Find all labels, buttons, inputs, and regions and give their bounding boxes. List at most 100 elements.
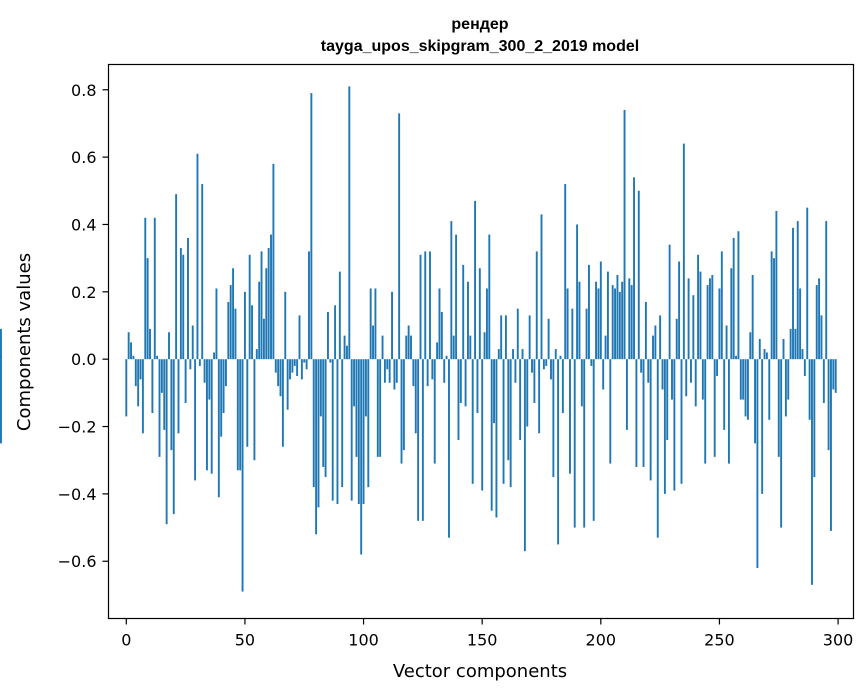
bar <box>241 359 244 592</box>
bar <box>818 278 821 360</box>
bar <box>284 291 287 360</box>
bar <box>685 359 688 397</box>
x-tick-label: 150 <box>467 631 498 650</box>
bar <box>485 288 488 360</box>
bar <box>255 349 258 360</box>
bar <box>732 237 735 360</box>
bar <box>803 359 806 377</box>
bar <box>640 359 643 373</box>
bar <box>346 345 348 360</box>
bar <box>495 359 498 518</box>
bar <box>663 359 666 494</box>
y-tick-label: 0.0 <box>71 350 96 369</box>
bar <box>723 359 726 430</box>
y-tick-label: −0.6 <box>58 552 97 571</box>
bar <box>576 224 579 360</box>
bar <box>355 359 358 457</box>
bar <box>127 332 130 360</box>
bar <box>134 359 137 387</box>
bar <box>649 359 652 481</box>
bar <box>585 308 588 360</box>
bar <box>383 359 386 383</box>
bar <box>175 194 178 360</box>
bar <box>187 237 189 360</box>
bar <box>163 359 166 430</box>
bar <box>467 281 469 360</box>
bar <box>298 315 301 360</box>
bar <box>168 332 170 360</box>
bar <box>258 281 261 360</box>
bar <box>770 251 773 360</box>
bar <box>433 359 436 464</box>
bar <box>566 288 569 360</box>
bar <box>189 359 192 370</box>
y-tick-label: −0.4 <box>58 485 97 504</box>
bar <box>329 359 332 363</box>
bar <box>417 359 420 521</box>
bar <box>457 359 460 441</box>
bar <box>606 271 609 360</box>
bar <box>274 359 277 373</box>
bar <box>550 359 552 380</box>
bar <box>514 359 517 383</box>
bar <box>571 308 574 360</box>
bar <box>590 359 593 366</box>
bar <box>289 359 291 380</box>
bar <box>165 359 168 525</box>
bar <box>792 227 794 360</box>
bar <box>141 359 144 434</box>
bar <box>535 251 538 360</box>
bar <box>322 359 325 467</box>
y-tick-label: 0.4 <box>71 215 96 234</box>
bar <box>421 359 424 521</box>
bar <box>561 359 564 414</box>
bar <box>666 359 669 441</box>
bar <box>151 359 154 414</box>
bar <box>687 278 690 360</box>
bar <box>801 349 804 360</box>
bar <box>595 281 598 360</box>
bar <box>334 305 337 360</box>
bar <box>139 359 142 380</box>
bar <box>402 359 405 451</box>
bar <box>414 359 417 434</box>
bar <box>701 359 704 400</box>
bar <box>773 258 775 360</box>
bar <box>455 234 458 360</box>
bar <box>217 359 220 498</box>
bar <box>765 352 768 360</box>
bar <box>260 251 263 360</box>
bar <box>424 251 427 360</box>
bar <box>357 359 360 504</box>
x-tick-label: 200 <box>586 631 617 650</box>
bar <box>538 359 541 434</box>
bar <box>426 359 429 387</box>
y-tick-label: 0.6 <box>71 148 96 167</box>
bar <box>614 288 616 360</box>
bar <box>713 359 716 457</box>
bar <box>144 217 147 360</box>
bar <box>542 359 545 370</box>
bar <box>623 109 626 360</box>
bar <box>331 359 334 501</box>
bar <box>360 359 363 555</box>
bar <box>419 254 422 360</box>
bar <box>436 342 439 360</box>
bar <box>744 359 747 417</box>
bar <box>177 359 180 434</box>
bar <box>569 359 571 474</box>
bar <box>507 359 510 461</box>
bar <box>488 234 491 360</box>
bar <box>580 359 583 407</box>
bar <box>763 349 766 360</box>
bar <box>234 308 237 360</box>
bar <box>796 221 799 360</box>
bar <box>644 301 647 360</box>
bar <box>471 359 474 484</box>
bar <box>464 359 467 407</box>
bar <box>158 359 161 457</box>
bar <box>751 274 754 360</box>
bar <box>671 359 673 400</box>
bar <box>364 359 367 417</box>
